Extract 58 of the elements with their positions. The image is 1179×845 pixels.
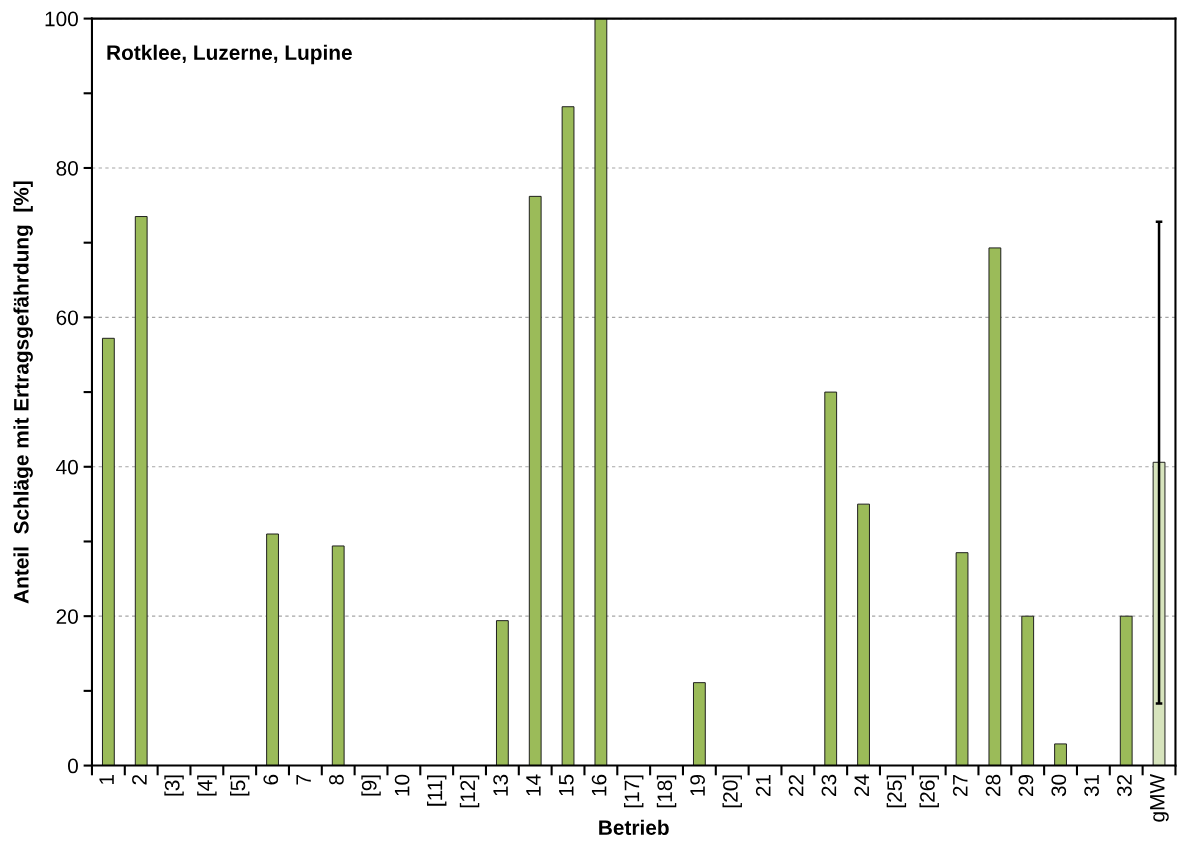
bar (692, 682, 706, 766)
x-tick-label: [20] (722, 775, 742, 808)
y-axis-title: Anteil Schläge mit Ertragsgefährdung [%] (13, 181, 33, 604)
bar (528, 195, 542, 766)
x-tick-label: 13 (493, 774, 508, 796)
bar (594, 18, 608, 766)
bar (1021, 615, 1035, 766)
bar (495, 620, 509, 766)
y-tick-label: 20 (56, 609, 78, 624)
text: Rotklee, Luzerne, Lupine (107, 44, 352, 65)
x-tick-label: [25] (886, 775, 907, 808)
x-tick-label: 19 (690, 774, 705, 796)
x-tick-label: [3] (164, 775, 184, 796)
x-tick-label: [26] (919, 775, 939, 808)
bar (266, 533, 279, 766)
y-tick-label: 80 (56, 160, 78, 176)
y-tick-label: 100 (45, 11, 78, 27)
x-tick-label: gMW (1150, 773, 1169, 822)
bar (561, 106, 575, 766)
x-tick-label: 7 (296, 774, 311, 785)
bar (101, 337, 115, 766)
x-tick-label: 32 (1117, 774, 1132, 797)
x-tick-label: [4] (197, 775, 217, 796)
x-tick-label: 23 (821, 774, 837, 797)
x-axis-title: Betrieb (599, 819, 669, 836)
x-tick-label: 10 (394, 774, 410, 796)
bar (1119, 615, 1133, 766)
x-tick-label: 22 (788, 774, 804, 797)
y-tick-label: 0 (68, 758, 78, 774)
bar (824, 391, 838, 766)
x-tick-label: [11] (427, 775, 447, 806)
x-tick-label: [17] (624, 775, 644, 808)
x-tick-label: 14 (526, 774, 541, 796)
x-tick-label: 28 (985, 774, 1001, 797)
x-tick-label: 16 (591, 774, 607, 796)
x-tick-label: 15 (559, 774, 574, 796)
bar (134, 216, 148, 766)
x-tick-label: 27 (952, 774, 968, 797)
bar (1054, 743, 1067, 766)
bar (955, 552, 969, 766)
y-tick-label: 40 (56, 459, 78, 475)
x-tick-label: 8 (329, 774, 344, 785)
x-tick-label: 31 (1084, 774, 1099, 797)
x-tick-label: 21 (755, 774, 771, 797)
x-tick-label: [5] (230, 775, 250, 796)
x-tick-label: [12] (459, 775, 480, 808)
x-tick-label: [9] (361, 775, 381, 796)
x-tick-label: 29 (1018, 774, 1034, 797)
x-tick-label: 24 (854, 774, 869, 797)
x-tick-label: 2 (132, 774, 147, 785)
y-tick-label: 60 (56, 310, 78, 326)
bar (988, 247, 1002, 766)
x-tick-label: 30 (1051, 774, 1067, 797)
x-tick-label: 6 (263, 774, 279, 785)
x-tick-label: 1 (99, 774, 114, 784)
bar (331, 545, 345, 766)
x-tick-label: [18] (656, 775, 677, 808)
bar (857, 503, 870, 766)
